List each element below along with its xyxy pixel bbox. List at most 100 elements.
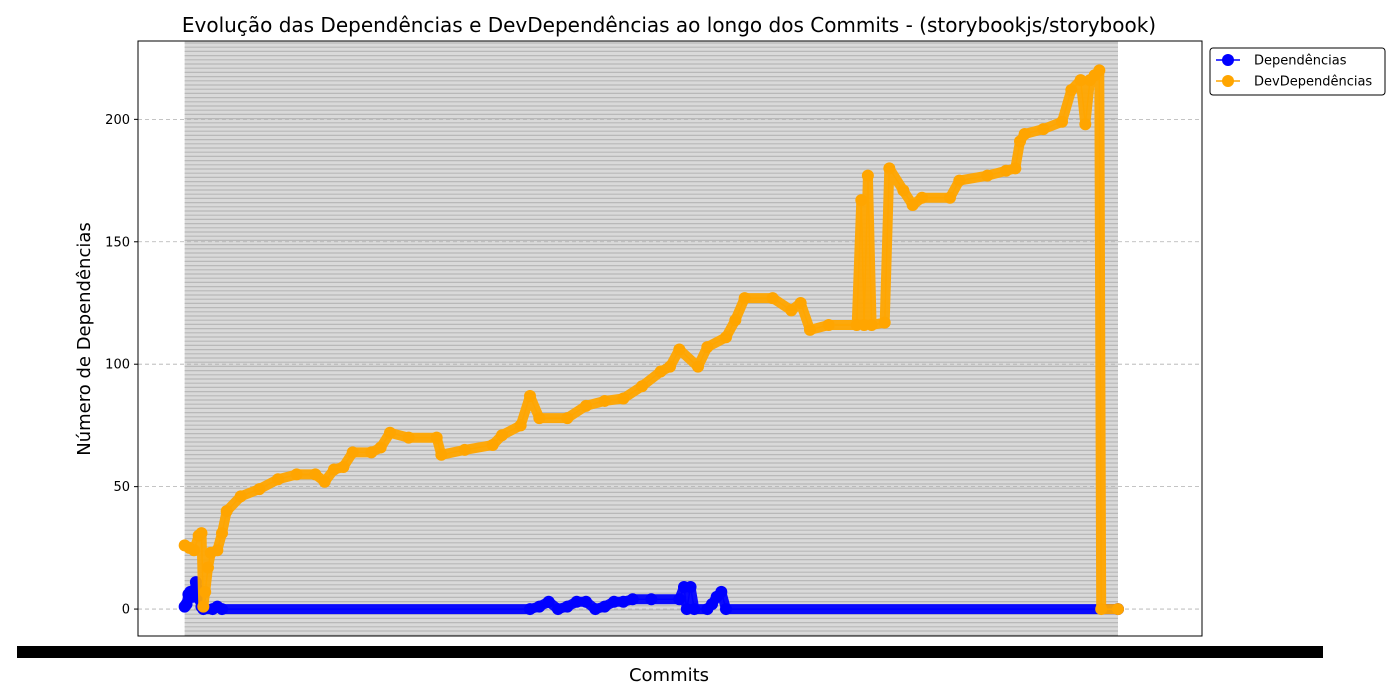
data-point — [673, 593, 686, 606]
data-point — [486, 439, 499, 452]
data-point — [216, 527, 228, 540]
data-point — [318, 475, 331, 488]
data-point — [524, 603, 536, 616]
data-point — [720, 331, 732, 344]
data-point — [216, 603, 228, 616]
data-point — [1112, 603, 1124, 616]
data-point — [197, 600, 210, 613]
legend-label: DevDependências — [1254, 75, 1372, 90]
data-point — [608, 595, 620, 608]
data-point — [785, 304, 798, 317]
data-point — [636, 380, 648, 393]
chart-title: Evolução das Dependências e DevDependênc… — [182, 13, 1156, 37]
data-point — [645, 593, 658, 606]
data-point — [542, 595, 555, 608]
data-point — [561, 412, 574, 425]
data-point — [524, 390, 536, 403]
data-point — [234, 490, 247, 503]
data-point — [496, 429, 508, 442]
data-point — [533, 412, 546, 425]
data-point — [337, 461, 350, 474]
data-point — [199, 585, 212, 598]
data-point — [897, 184, 910, 197]
data-point — [402, 431, 415, 444]
y-tick-label: 200 — [105, 113, 130, 128]
data-point — [1074, 74, 1087, 87]
legend-frame — [1209, 47, 1386, 96]
data-point — [906, 199, 919, 212]
data-point — [804, 323, 816, 336]
y-tick-label: 100 — [105, 358, 130, 373]
data-point — [617, 392, 630, 405]
data-point — [552, 603, 564, 616]
y-tick-layer: 0 50 100 150 200 — [105, 113, 138, 618]
data-point — [1093, 64, 1106, 77]
data-point — [514, 419, 527, 432]
data-point — [1065, 83, 1078, 96]
series-devdependencias — [178, 64, 1124, 616]
data-point — [766, 292, 779, 305]
y-axis-label: Número de Dependências — [74, 222, 95, 456]
data-point — [729, 314, 742, 327]
data-point — [533, 600, 546, 613]
data-point — [365, 446, 378, 459]
x-tick-label-band — [17, 646, 1323, 658]
data-point — [720, 603, 732, 616]
data-point — [458, 443, 471, 456]
data-point — [430, 431, 443, 444]
data-point — [561, 600, 574, 613]
legend-label: Dependências — [1254, 54, 1347, 69]
data-point — [1009, 162, 1022, 175]
data-point — [188, 544, 200, 557]
series-layer — [178, 64, 1124, 616]
y-tick-label: 0 — [122, 603, 130, 618]
data-point — [738, 292, 751, 305]
data-point — [374, 441, 387, 454]
data-point — [794, 296, 807, 309]
data-point — [664, 360, 676, 373]
legend-marker — [1222, 54, 1234, 66]
y-tick-label: 50 — [113, 480, 130, 495]
data-point — [195, 527, 208, 540]
data-point — [570, 595, 583, 608]
data-point — [981, 169, 994, 182]
data-point — [1079, 118, 1092, 131]
data-point — [435, 448, 448, 461]
legend: Dependências DevDependências — [1209, 47, 1386, 96]
data-point — [220, 505, 233, 518]
data-point — [309, 468, 322, 481]
data-point — [1018, 128, 1031, 141]
data-point — [1000, 164, 1012, 177]
data-point — [384, 426, 396, 439]
data-point — [346, 446, 359, 459]
x-axis-label: Commits — [629, 665, 709, 686]
data-point — [253, 483, 266, 496]
data-point — [855, 194, 868, 207]
data-point — [1056, 115, 1068, 128]
data-point — [673, 343, 686, 356]
data-point — [580, 399, 592, 412]
data-point — [589, 603, 602, 616]
data-point — [715, 585, 728, 598]
data-point — [684, 581, 697, 594]
data-point — [916, 191, 928, 204]
data-point — [272, 473, 284, 486]
data-point — [822, 319, 835, 332]
y-tick-label: 150 — [105, 235, 130, 250]
data-point — [290, 468, 303, 481]
data-point — [701, 341, 714, 354]
data-point — [861, 169, 874, 182]
series-dependencias — [178, 576, 1124, 616]
data-point — [688, 603, 701, 616]
legend-marker — [1222, 75, 1234, 87]
data-point — [883, 162, 896, 175]
data-point — [580, 595, 592, 608]
data-point — [654, 365, 667, 378]
x-tick-layer — [17, 646, 1323, 658]
plot-frame — [137, 40, 1203, 637]
data-point — [953, 174, 966, 187]
data-point — [865, 319, 878, 332]
data-point — [944, 191, 956, 204]
